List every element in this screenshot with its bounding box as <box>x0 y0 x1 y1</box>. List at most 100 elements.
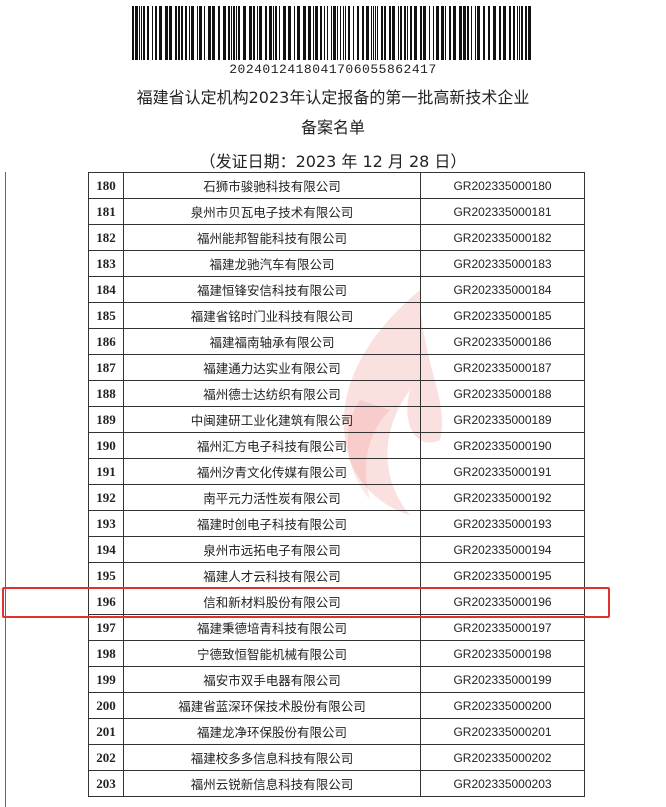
company-name: 福建恒锋安信科技有限公司 <box>123 276 421 303</box>
certificate-number: GR202335000199 <box>420 666 585 693</box>
barcode-bar <box>223 6 226 60</box>
row-number: 200 <box>88 692 124 719</box>
barcode-bar <box>493 6 496 60</box>
barcode-bar <box>353 6 354 60</box>
barcode-bar <box>313 6 314 60</box>
row-number: 203 <box>88 770 124 797</box>
table-row: 183 福建龙驰汽车有限公司 GR202335000183 <box>88 250 585 277</box>
barcode-bar <box>279 6 280 60</box>
barcode-bar <box>509 6 511 60</box>
barcode-bar <box>297 6 300 60</box>
company-name: 泉州市远拓电子有限公司 <box>123 536 421 563</box>
certificate-number: GR202335000198 <box>420 640 585 667</box>
table-row: 194 泉州市远拓电子有限公司 GR202335000194 <box>88 536 585 563</box>
company-name: 中闽建研工业化建筑有限公司 <box>123 406 421 433</box>
barcode-bar <box>208 6 211 60</box>
barcode-bar <box>199 6 202 60</box>
barcode-bar <box>429 6 430 60</box>
barcode-bar <box>348 6 350 60</box>
barcode-bar <box>414 6 417 60</box>
barcode-bar <box>303 6 306 60</box>
company-name: 福州汇方电子科技有限公司 <box>123 432 421 459</box>
company-name: 福州云锐新信息科技有限公司 <box>123 770 421 797</box>
barcode-bar <box>218 6 220 60</box>
barcode-bar <box>135 6 138 60</box>
barcode-bar <box>152 6 153 60</box>
table-row: 184 福建恒锋安信科技有限公司 GR202335000184 <box>88 276 585 303</box>
company-name: 福建校多多信息科技有限公司 <box>123 744 421 771</box>
barcode-bar <box>433 6 434 60</box>
table-row: 185 福建省铭时门业科技有限公司 GR202335000185 <box>88 302 585 329</box>
barcode-bar <box>228 6 230 60</box>
table-row: 199 福安市双手电器有限公司 GR202335000199 <box>88 666 585 693</box>
row-number: 190 <box>88 432 124 459</box>
row-number: 184 <box>88 276 124 303</box>
subtitle: 备案名单 <box>300 118 365 137</box>
table-row: 191 福州汐青文化传媒有限公司 GR202335000191 <box>88 458 585 485</box>
certificate-number: GR202335000186 <box>420 328 585 355</box>
barcode-bar <box>165 6 168 60</box>
barcode-bar <box>483 6 485 60</box>
barcode-bar <box>243 6 246 60</box>
barcode-bar <box>159 6 162 60</box>
barcode-bar <box>308 6 311 60</box>
barcode-bar <box>420 6 422 60</box>
barcode-bar <box>503 6 506 60</box>
certificate-number: GR202335000202 <box>420 744 585 771</box>
row-number: 198 <box>88 640 124 667</box>
table-row: 193 福建时创电子科技有限公司 GR202335000193 <box>88 510 585 537</box>
row-number: 195 <box>88 562 124 589</box>
company-name: 宁德致恒智能机械有限公司 <box>123 640 421 667</box>
barcode-bar <box>449 6 451 60</box>
barcode-bar <box>333 6 336 60</box>
barcode-bar <box>513 6 515 60</box>
barcode-bar <box>519 6 520 60</box>
certificate-number: GR202335000201 <box>420 718 585 745</box>
barcode-bar <box>357 6 359 60</box>
barcode-bar <box>185 6 187 60</box>
barcode-bar <box>288 6 291 60</box>
barcode-bar <box>463 6 466 60</box>
barcode <box>132 6 531 60</box>
barcode-bar <box>139 6 140 60</box>
barcode-bar <box>517 6 518 60</box>
barcode-bar <box>340 6 341 60</box>
row-number: 188 <box>88 380 124 407</box>
company-name: 福州德士达纺织有限公司 <box>123 380 421 407</box>
row-number: 192 <box>88 484 124 511</box>
page-edge <box>5 172 6 807</box>
row-number: 186 <box>88 328 124 355</box>
company-name: 福建通力达实业有限公司 <box>123 354 421 381</box>
certificate-number: GR202335000180 <box>420 172 585 199</box>
table-row: 203 福州云锐新信息科技有限公司 GR202335000203 <box>88 770 585 797</box>
certificate-number: GR202335000191 <box>420 458 585 485</box>
row-number: 197 <box>88 614 124 641</box>
company-name: 福建省蓝深环保技术股份有限公司 <box>123 692 421 719</box>
company-name: 福建秉德培青科技有限公司 <box>123 614 421 641</box>
certificate-number: GR202335000197 <box>420 614 585 641</box>
barcode-bar <box>275 6 277 60</box>
barcode-bar <box>337 6 338 60</box>
table-row: 195 福建人才云科技有限公司 GR202335000195 <box>88 562 585 589</box>
certificate-number: GR202335000192 <box>420 484 585 511</box>
table-row: 200 福建省蓝深环保技术股份有限公司 GR202335000200 <box>88 692 585 719</box>
barcode-bar <box>381 6 383 60</box>
table-row: 189 中闽建研工业化建筑有限公司 GR202335000189 <box>88 406 585 433</box>
barcode-bar <box>197 6 198 60</box>
company-name: 福建龙净环保股份有限公司 <box>123 718 421 745</box>
barcode-bar <box>375 6 376 60</box>
barcode-bar <box>343 6 344 60</box>
certificate-number: GR202335000203 <box>420 770 585 797</box>
barcode-bar <box>236 6 237 60</box>
certificate-number: GR202335000185 <box>420 302 585 329</box>
certificate-number: GR202335000195 <box>420 562 585 589</box>
barcode-bar <box>441 6 444 60</box>
company-name: 信和新材料股份有限公司 <box>123 588 421 615</box>
company-name: 福建时创电子科技有限公司 <box>123 510 421 537</box>
certificate-number: GR202335000196 <box>420 588 585 615</box>
row-number: 185 <box>88 302 124 329</box>
table-row: 181 泉州市贝瓦电子技术有限公司 GR202335000181 <box>88 198 585 225</box>
table-row: 202 福建校多多信息科技有限公司 GR202335000202 <box>88 744 585 771</box>
barcode-bar <box>445 6 446 60</box>
